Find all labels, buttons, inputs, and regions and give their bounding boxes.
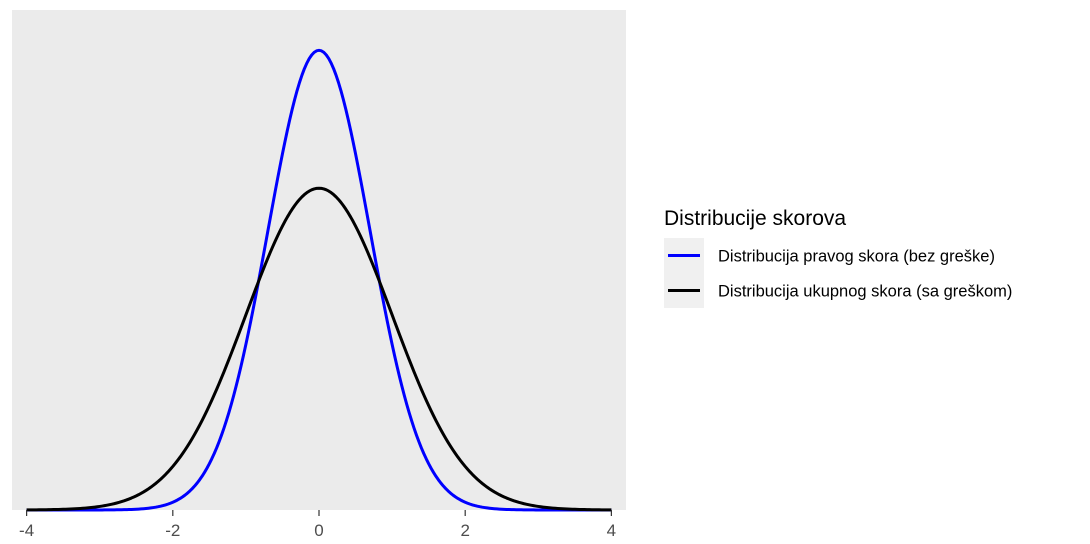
series-layer (26, 48, 612, 512)
legend-entry-label: Distribucija ukupnog skora (sa greškom) (718, 283, 1012, 301)
x-axis: -4 -2 0 2 4 (19, 510, 616, 540)
legend-entry-label: Distribucija pravog skora (bez greške) (718, 248, 995, 266)
legend-title: Distribucije skorova (664, 207, 846, 230)
x-tick-label: 2 (460, 521, 469, 540)
legend-key-background (664, 238, 704, 308)
plot-panel (12, 10, 626, 510)
x-tick-label: 4 (607, 521, 616, 540)
legend: Distribucije skorova Distribucija pravog… (664, 207, 1012, 308)
x-tick-label: -4 (19, 521, 34, 540)
series-line-total-score (26, 186, 612, 512)
x-tick-label: 0 (314, 521, 323, 540)
series-line-true-score (26, 48, 612, 512)
x-tick-label: -2 (165, 521, 180, 540)
